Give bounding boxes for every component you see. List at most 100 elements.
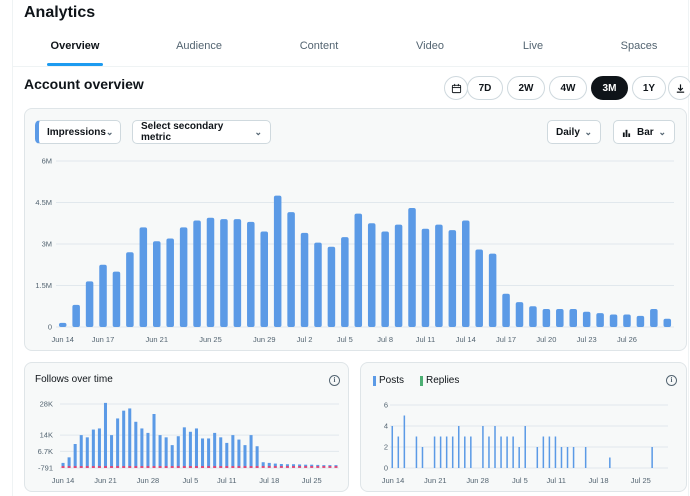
follows-gained-bar (73, 444, 77, 467)
interval-label: Daily (556, 126, 580, 138)
x-tick-label: Jul 20 (536, 335, 556, 344)
legend-replies[interactable]: Replies (420, 375, 459, 386)
bar-chart-icon (622, 129, 631, 137)
follows-gained-bar (279, 464, 283, 467)
x-tick-label: Jul 11 (416, 335, 435, 344)
primary-metric-dropdown[interactable]: Impressions ⌄ (35, 120, 121, 144)
tab-overview[interactable]: Overview (50, 40, 100, 52)
follows-gained-bar (188, 431, 192, 467)
impressions-bar (152, 241, 161, 327)
follows-gained-bar (116, 418, 120, 467)
impressions-bar (193, 220, 201, 327)
range-4w-button[interactable]: 4W (549, 76, 587, 100)
follows-lost-bar (328, 466, 332, 468)
y-tick-label: 28K (40, 400, 53, 409)
range-1y-button[interactable]: 1Y (632, 76, 666, 100)
impressions-bar (435, 224, 443, 327)
range-7d-button[interactable]: 7D (467, 76, 503, 100)
impressions-bar (529, 306, 537, 327)
info-icon[interactable]: i (329, 375, 340, 386)
follows-lost-bar (182, 466, 186, 468)
legend-posts[interactable]: Posts (373, 375, 404, 386)
tab-video[interactable]: Video (416, 40, 444, 52)
secondary-metric-placeholder: Select secondary metric (141, 121, 224, 143)
posts-swatch (373, 375, 376, 386)
secondary-metric-dropdown[interactable]: Select secondary metric ⌄ (132, 120, 271, 144)
follows-gained-bar (225, 442, 229, 467)
posts-bar (518, 447, 520, 468)
follows-lost-bar (140, 466, 144, 468)
follows-lost-bar (73, 466, 77, 468)
x-tick-label: Jul 14 (456, 335, 476, 344)
follows-lost-bar (116, 466, 120, 468)
posts-bar (500, 436, 502, 468)
follows-lost-bar (176, 466, 180, 468)
posts-bar (445, 436, 448, 468)
follows-gained-bar (328, 465, 332, 467)
range-2w-button[interactable]: 2W (507, 76, 545, 100)
follows-lost-bar (279, 466, 283, 468)
follows-gained-bar (255, 446, 259, 467)
posts-bar (439, 436, 442, 468)
tab-content[interactable]: Content (299, 40, 339, 52)
info-icon[interactable]: i (666, 375, 677, 386)
x-tick-label: Jul 26 (617, 335, 637, 344)
tab-audience[interactable]: Audience (176, 40, 222, 52)
y-tick-label: 6M (42, 157, 52, 166)
tab-spaces[interactable]: Spaces (620, 40, 658, 52)
calendar-button[interactable] (444, 76, 468, 100)
posts-bar (457, 426, 460, 468)
x-tick-label: Jun 21 (424, 476, 447, 485)
x-tick-label: Jul 11 (546, 476, 565, 485)
follows-gained-bar (267, 462, 271, 467)
follows-lost-bar (304, 466, 308, 468)
follows-gained-bar (97, 428, 101, 467)
follows-gained-bar (213, 432, 217, 467)
tab-live[interactable]: Live (522, 40, 544, 52)
follows-gained-bar (152, 414, 156, 467)
y-tick-label: 6 (384, 401, 388, 410)
posts-bar (488, 436, 490, 468)
range-3m-button[interactable]: 3M (591, 76, 628, 100)
download-icon (676, 83, 684, 93)
posts-replies-chart: 0 2 4 6 Jun 14 Jun 21 Jun 28 Jul 5 Jul 11 Jul 18 J… (382, 401, 668, 485)
impressions-bar (300, 232, 309, 327)
replies-swatch (420, 375, 423, 386)
x-tick-label: Jul 5 (337, 335, 353, 344)
follows-lost-bar (170, 466, 174, 468)
follows-chart: -791 6.7K 14K 28K Jun 14 Jun 21 Jun 28 Jul 5 Jul… (38, 400, 339, 485)
x-tick-label: Jun 28 (466, 476, 489, 485)
follows-lost-bar (213, 466, 217, 468)
posts-replies-card: Posts Replies i (360, 362, 687, 492)
right-border (688, 0, 689, 496)
posts-bar (566, 447, 569, 468)
posts-bar (609, 457, 611, 468)
x-tick-label: Jun 29 (253, 335, 276, 344)
posts-bar (584, 447, 587, 468)
impressions-bar (247, 221, 255, 327)
impressions-bar (623, 314, 631, 327)
page-title: Analytics (24, 4, 96, 21)
follows-lost-bar (255, 466, 259, 468)
follows-lost-bar (152, 466, 156, 468)
interval-dropdown[interactable]: Daily ⌄ (547, 120, 601, 144)
follows-lost-bar (164, 466, 168, 468)
impressions-bar (394, 224, 403, 327)
account-overview-title: Account overview (24, 76, 144, 92)
posts-bar (415, 436, 418, 468)
left-border (12, 0, 13, 496)
y-tick-label: 1.5M (35, 281, 52, 290)
follows-gained-bar (273, 463, 277, 467)
impressions-bar (582, 311, 591, 327)
posts-bar (482, 426, 484, 468)
calendar-icon (451, 83, 461, 93)
download-button[interactable] (668, 76, 690, 100)
y-tick-label: -791 (38, 464, 53, 473)
follows-lost-bar (97, 466, 101, 468)
chart-type-dropdown[interactable]: Bar ⌄ (613, 120, 675, 144)
follows-lost-bar (322, 466, 326, 468)
follows-lost-bar (243, 466, 247, 468)
follows-lost-bar (310, 466, 314, 468)
impressions-chart: 0 1.5M 3M 4.5M 6M Jun 14 Jun 17 Jun 21 Jun 25 Jun… (35, 157, 674, 344)
follows-gained-bar (243, 445, 247, 467)
